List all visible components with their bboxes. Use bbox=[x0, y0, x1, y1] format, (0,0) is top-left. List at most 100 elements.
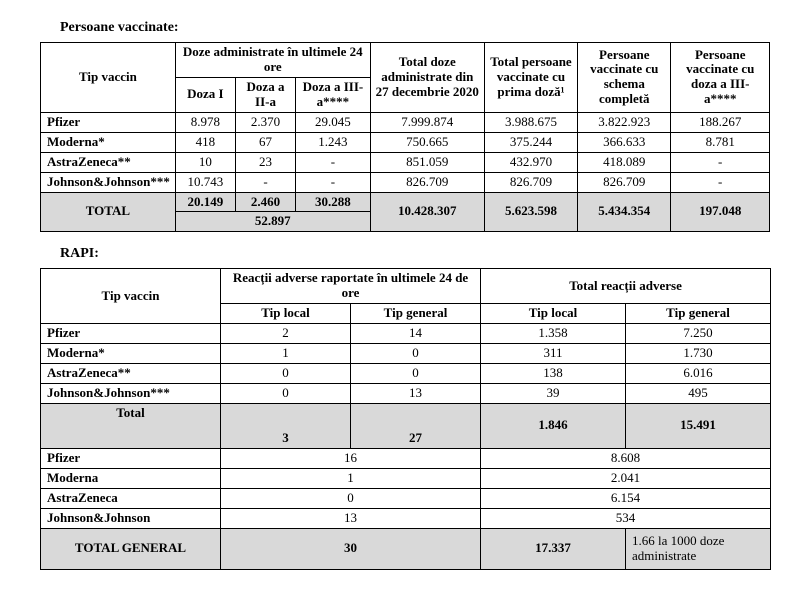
cell-tip: Johnson&Johnson*** bbox=[41, 172, 176, 192]
cell: 3.822.923 bbox=[578, 112, 671, 132]
cell: 1.730 bbox=[626, 344, 771, 364]
table-row: Johnson&Johnson*** 0 13 39 495 bbox=[41, 384, 771, 404]
section2-title: RAPI: bbox=[60, 246, 770, 262]
cell: 366.633 bbox=[578, 132, 671, 152]
cell-tip: AstraZeneca** bbox=[41, 364, 221, 384]
cell: 0 bbox=[351, 344, 481, 364]
cell: 138 bbox=[481, 364, 626, 384]
th-general-t: Tip general bbox=[626, 304, 771, 324]
cell: 311 bbox=[481, 344, 626, 364]
th-d3: Doza a III-a**** bbox=[296, 77, 371, 112]
section1-title: Persoane vaccinate: bbox=[60, 20, 770, 36]
cell: 1.358 bbox=[481, 324, 626, 344]
cell-grand-doses: 52.897 bbox=[175, 212, 370, 232]
cell-tip: AstraZeneca bbox=[41, 488, 221, 508]
cell: 826.709 bbox=[484, 172, 577, 192]
total-label: TOTAL bbox=[41, 192, 176, 232]
cell: 3 bbox=[221, 403, 351, 448]
cell: 27 bbox=[351, 403, 481, 448]
cell: 750.665 bbox=[370, 132, 484, 152]
cell-tip: Moderna* bbox=[41, 344, 221, 364]
cell: 30 bbox=[221, 528, 481, 569]
cell-tip: Pfizer bbox=[41, 112, 176, 132]
cell: 495 bbox=[626, 384, 771, 404]
cell: 13 bbox=[351, 384, 481, 404]
th-local: Tip local bbox=[221, 304, 351, 324]
cell: 39 bbox=[481, 384, 626, 404]
cell: 30.288 bbox=[296, 192, 371, 212]
table-vaccinations: Tip vaccin Doze administrate în ultimele… bbox=[40, 42, 770, 232]
table-row: AstraZeneca 0 6.154 bbox=[41, 488, 771, 508]
th-totaldoze: Total doze administrate din 27 decembrie… bbox=[370, 43, 484, 113]
cell: 29.045 bbox=[296, 112, 371, 132]
cell: 15.491 bbox=[626, 403, 771, 448]
th-completa: Persoane vaccinate cu schema completă bbox=[578, 43, 671, 113]
table-row: Pfizer 2 14 1.358 7.250 bbox=[41, 324, 771, 344]
rapi-total-row: Total 3 27 1.846 15.491 bbox=[41, 403, 771, 448]
cell: 5.623.598 bbox=[484, 192, 577, 232]
cell: 20.149 bbox=[175, 192, 235, 212]
th-tip: Tip vaccin bbox=[41, 43, 176, 113]
cell: 197.048 bbox=[671, 192, 770, 232]
cell: 1 bbox=[221, 344, 351, 364]
th-doza3: Persoane vaccinate cu doza a III-a**** bbox=[671, 43, 770, 113]
cell: 8.978 bbox=[175, 112, 235, 132]
cell: 8.781 bbox=[671, 132, 770, 152]
table-row: Moderna* 418 67 1.243 750.665 375.244 36… bbox=[41, 132, 770, 152]
table-row: Johnson&Johnson*** 10.743 - - 826.709 82… bbox=[41, 172, 770, 192]
cell: 826.709 bbox=[578, 172, 671, 192]
table-row: Pfizer 8.978 2.370 29.045 7.999.874 3.98… bbox=[41, 112, 770, 132]
table-rapi: Tip vaccin Reacții adverse raportate în … bbox=[40, 268, 771, 569]
cell-tip: Moderna bbox=[41, 468, 221, 488]
cell: 418.089 bbox=[578, 152, 671, 172]
cell: 188.267 bbox=[671, 112, 770, 132]
cell-tip: Pfizer bbox=[41, 324, 221, 344]
th-d1: Doza I bbox=[175, 77, 235, 112]
table-row: Pfizer 16 8.608 bbox=[41, 448, 771, 468]
cell-tip: Moderna* bbox=[41, 132, 176, 152]
total-row: TOTAL 20.149 2.460 30.288 10.428.307 5.6… bbox=[41, 192, 770, 212]
cell: 2 bbox=[221, 324, 351, 344]
table-row: Moderna* 1 0 311 1.730 bbox=[41, 344, 771, 364]
cell-tip: AstraZeneca** bbox=[41, 152, 176, 172]
cell: 14 bbox=[351, 324, 481, 344]
cell: 851.059 bbox=[370, 152, 484, 172]
cell: 534 bbox=[481, 508, 771, 528]
cell: 5.434.354 bbox=[578, 192, 671, 232]
th-d2: Doza a II-a bbox=[235, 77, 295, 112]
cell: 6.016 bbox=[626, 364, 771, 384]
cell: 10.743 bbox=[175, 172, 235, 192]
total-general-row: TOTAL GENERAL 30 17.337 1.66 la 1000 doz… bbox=[41, 528, 771, 569]
cell: 67 bbox=[235, 132, 295, 152]
cell: 7.999.874 bbox=[370, 112, 484, 132]
th-general: Tip general bbox=[351, 304, 481, 324]
cell: 826.709 bbox=[370, 172, 484, 192]
cell-tip: Pfizer bbox=[41, 448, 221, 468]
table-row: AstraZeneca** 10 23 - 851.059 432.970 41… bbox=[41, 152, 770, 172]
th-prima: Total persoane vaccinate cu prima doză¹ bbox=[484, 43, 577, 113]
cell: 13 bbox=[221, 508, 481, 528]
cell: 1.846 bbox=[481, 403, 626, 448]
total-general-label: TOTAL GENERAL bbox=[41, 528, 221, 569]
cell: 1 bbox=[221, 468, 481, 488]
th-tip: Tip vaccin bbox=[41, 269, 221, 324]
rapi-total-label: Total bbox=[41, 403, 221, 448]
cell: 8.608 bbox=[481, 448, 771, 468]
cell: 17.337 bbox=[481, 528, 626, 569]
cell: 0 bbox=[351, 364, 481, 384]
th-doze24: Doze administrate în ultimele 24 ore bbox=[175, 43, 370, 78]
cell: 2.370 bbox=[235, 112, 295, 132]
cell: 0 bbox=[221, 384, 351, 404]
cell: - bbox=[296, 172, 371, 192]
cell: 2.041 bbox=[481, 468, 771, 488]
cell: 6.154 bbox=[481, 488, 771, 508]
cell: 10.428.307 bbox=[370, 192, 484, 232]
cell: 16 bbox=[221, 448, 481, 468]
cell: 7.250 bbox=[626, 324, 771, 344]
cell-tip: Johnson&Johnson bbox=[41, 508, 221, 528]
cell: 3.988.675 bbox=[484, 112, 577, 132]
table-row: Johnson&Johnson 13 534 bbox=[41, 508, 771, 528]
cell: - bbox=[296, 152, 371, 172]
cell: 10 bbox=[175, 152, 235, 172]
cell: - bbox=[671, 172, 770, 192]
